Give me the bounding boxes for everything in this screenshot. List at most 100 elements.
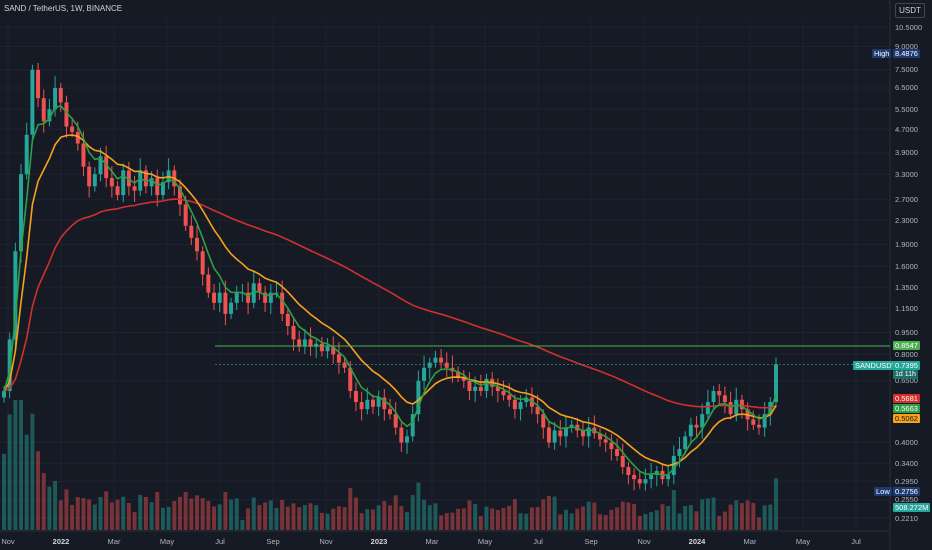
- chart-title: SAND / TetherUS, 1W, BINANCE: [4, 4, 123, 13]
- volume-bar: [149, 502, 154, 530]
- candle-body: [263, 292, 268, 303]
- candle-body: [410, 414, 415, 437]
- volume-bar: [722, 511, 727, 530]
- volume-bar: [314, 505, 319, 530]
- candle-body: [473, 386, 478, 391]
- candle-body: [484, 378, 489, 391]
- candle-body: [348, 367, 353, 391]
- volume-bar: [603, 515, 608, 530]
- volume-bar: [297, 507, 302, 530]
- x-tick-label: Sep: [266, 537, 280, 546]
- volume-bar: [677, 513, 682, 530]
- volume-bar: [257, 505, 262, 530]
- candle-body: [36, 69, 41, 99]
- volume-bar: [177, 496, 182, 530]
- volume-bar: [75, 497, 80, 530]
- candle-body: [615, 449, 620, 456]
- volume-bar: [512, 499, 517, 530]
- candle-body: [314, 343, 319, 347]
- currency-selector[interactable]: USDT: [895, 3, 925, 18]
- volume-bar: [195, 495, 199, 530]
- volume-bar: [683, 505, 688, 530]
- volume-bar: [433, 503, 438, 530]
- volume-bar: [359, 513, 364, 530]
- volume-bar: [132, 511, 137, 530]
- candle-body: [19, 174, 24, 252]
- volume-bar: [717, 515, 722, 530]
- volume-bar: [734, 500, 739, 530]
- y-tick-label: 6.5000: [895, 83, 918, 93]
- volume-bar: [654, 510, 659, 530]
- y-tick-label: 4.7000: [895, 124, 918, 134]
- volume-bar: [671, 490, 676, 530]
- symbol-tag: SANDUSDT: [853, 361, 899, 370]
- candle-body: [563, 427, 568, 437]
- candle-body: [268, 292, 273, 303]
- candle-body: [598, 433, 603, 440]
- candle-body: [637, 479, 642, 484]
- candle-body: [246, 292, 251, 303]
- volume-bar: [501, 507, 506, 530]
- volume-bar: [688, 505, 693, 530]
- volume-bar: [36, 451, 41, 530]
- countdown-tag: 1d 11h: [893, 370, 918, 379]
- candle-body: [126, 170, 131, 187]
- volume-bar: [87, 499, 92, 530]
- volume-bar: [212, 506, 217, 530]
- volume-bar: [541, 499, 546, 530]
- volume-bar: [529, 507, 534, 530]
- candle-body: [121, 170, 126, 196]
- volume-bar: [81, 498, 86, 530]
- y-tick-label: 0.2950: [895, 476, 918, 486]
- volume-bar: [166, 506, 171, 530]
- candle-body: [370, 399, 375, 407]
- y-tick-label: 0.3400: [895, 458, 918, 468]
- x-tick-label: 2024: [688, 537, 706, 546]
- x-tick-label: May: [159, 537, 175, 546]
- volume-bar: [399, 505, 404, 530]
- volume-bar: [302, 505, 307, 530]
- candle-body: [195, 237, 199, 252]
- candle-body: [342, 362, 347, 368]
- volume-bar: [365, 509, 370, 530]
- volume-bar: [405, 512, 410, 530]
- volume-bar: [370, 509, 375, 530]
- volume-bar: [478, 516, 483, 530]
- volume-bar: [251, 497, 256, 530]
- level-price-tag: 0.8547: [893, 341, 920, 351]
- candle-body: [728, 402, 733, 415]
- x-tick-label: Jul: [215, 537, 225, 546]
- candle-body: [603, 439, 608, 443]
- candle-body: [444, 362, 449, 368]
- candle-body: [143, 170, 148, 187]
- candle-body: [422, 367, 427, 381]
- volume-bar: [461, 508, 466, 530]
- candle-body: [132, 186, 137, 191]
- y-tick-label: 9.0000: [895, 42, 918, 52]
- volume-bar: [484, 506, 489, 530]
- candle-body: [700, 414, 705, 428]
- volume-bar: [240, 520, 245, 530]
- volume-bar: [246, 508, 251, 530]
- volume-bar: [473, 504, 478, 530]
- candle-body: [291, 326, 296, 340]
- volume-bar: [705, 498, 710, 530]
- volume-bar: [64, 489, 69, 530]
- volume-bar: [53, 480, 58, 530]
- candle-body: [461, 376, 466, 381]
- candle-body: [495, 386, 500, 391]
- candle-body: [177, 186, 182, 205]
- volume-bar: [285, 506, 290, 530]
- candle-body: [581, 430, 585, 437]
- candle-body: [666, 474, 671, 480]
- volume-bar: [138, 494, 143, 530]
- candle-body: [694, 424, 699, 428]
- volume-bar: [586, 501, 591, 530]
- y-tick-label: 0.6500: [895, 376, 918, 386]
- volume-bar: [711, 497, 716, 530]
- volume-bar: [632, 504, 637, 530]
- candle-body: [109, 178, 114, 187]
- volume-bar: [104, 491, 109, 530]
- y-tick-label: 1.1500: [895, 303, 918, 313]
